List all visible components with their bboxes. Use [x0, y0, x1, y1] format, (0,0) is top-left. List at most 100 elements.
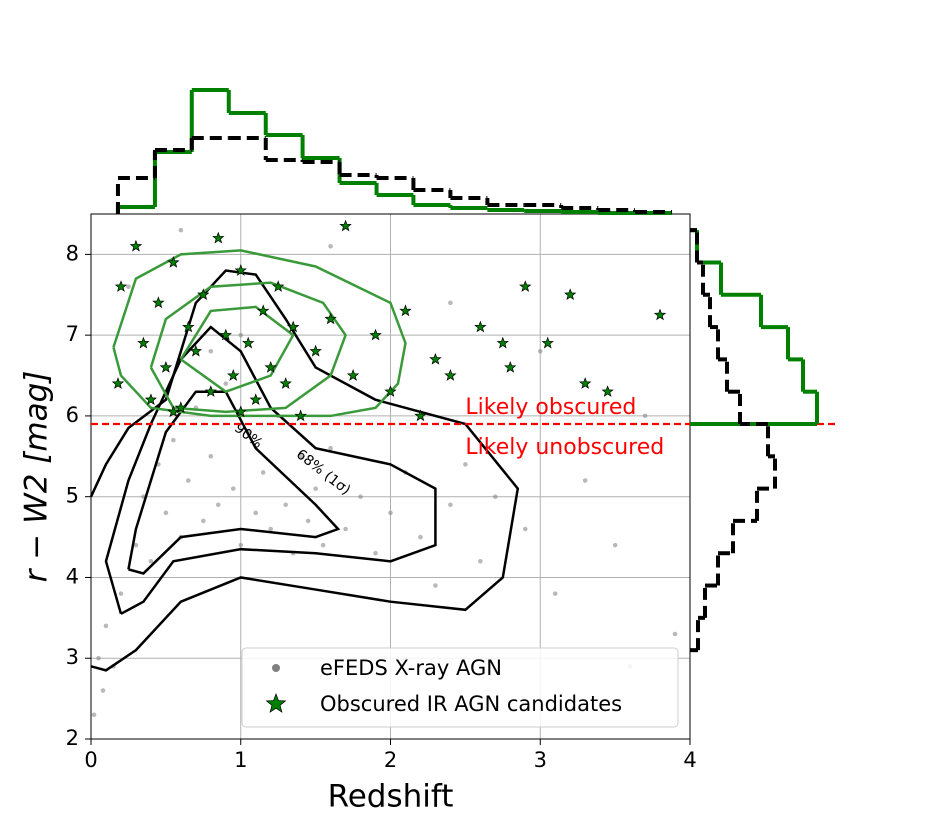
x-tick-label: 0: [84, 748, 97, 772]
scatter-point: [91, 712, 97, 718]
star-point: [369, 328, 382, 341]
scatter-point: [283, 502, 288, 508]
scatter-point: [448, 502, 453, 508]
y-tick-label: 2: [66, 726, 79, 750]
scatter-point: [215, 502, 221, 508]
star-point: [137, 336, 150, 349]
scatter-point: [522, 526, 528, 532]
legend-marker: [272, 664, 280, 672]
y-axis-label: r − W2 [mag]: [19, 371, 55, 583]
star-point: [309, 344, 322, 357]
star-point: [564, 288, 577, 300]
star-point: [504, 361, 517, 373]
star-point: [182, 320, 195, 333]
scatter-point: [186, 478, 191, 483]
scatter-point: [178, 227, 184, 233]
star-point: [257, 304, 270, 317]
scatter-point: [418, 534, 423, 540]
star-point: [444, 369, 457, 381]
legend-label: Obscured IR AGN candidates: [320, 692, 622, 716]
star-point: [152, 296, 165, 309]
y-tick-label: 5: [66, 484, 79, 508]
star-point: [414, 409, 427, 422]
scatter-point: [96, 655, 101, 661]
star-point: [279, 377, 292, 389]
scatter-point: [163, 510, 169, 516]
scatter-point: [320, 542, 326, 548]
plot-frame: [90, 213, 691, 740]
scatter-point: [388, 510, 393, 516]
scatter-point: [208, 454, 214, 459]
star-point: [541, 336, 554, 349]
scatter-point: [253, 510, 259, 516]
scatter-point: [100, 688, 106, 693]
scatter-point: [126, 284, 131, 289]
contour: [149, 281, 347, 414]
scatter-point: [672, 631, 678, 637]
star-point: [234, 405, 247, 418]
star-point: [219, 328, 232, 341]
star-point: [204, 385, 217, 397]
star-point: [197, 288, 210, 300]
scatter-point: [328, 445, 333, 451]
star-point: [249, 393, 262, 405]
star-point: [159, 361, 173, 373]
scatter-point: [268, 526, 274, 532]
scatter-point: [238, 542, 244, 548]
star-point: [294, 409, 307, 422]
y-tick-label: 8: [66, 241, 79, 265]
star-point: [189, 344, 203, 357]
y-tick-label: 4: [66, 564, 79, 588]
star-point: [174, 401, 188, 414]
star-point: [272, 280, 285, 292]
star-point: [264, 361, 277, 373]
scatter-point: [612, 542, 618, 548]
star-point: [653, 308, 667, 321]
y-tick-label: 6: [66, 403, 79, 427]
star-point: [286, 320, 300, 333]
y-tick-label: 7: [66, 322, 79, 346]
star-point: [474, 320, 487, 333]
x-tick-label: 2: [384, 748, 397, 772]
star-point: [519, 280, 532, 292]
scatter-point: [260, 470, 266, 475]
scatter-point: [343, 526, 348, 532]
x-tick-label: 3: [534, 748, 547, 772]
scatter-point: [642, 413, 648, 419]
scatter-point: [223, 381, 229, 386]
scatter-point: [448, 300, 453, 306]
scatter-point: [313, 486, 318, 491]
annotation: Likely unobscured: [465, 435, 664, 460]
scatter-point: [171, 437, 176, 443]
scatter-point: [373, 550, 378, 556]
star-point: [429, 352, 442, 365]
y-tick-label: 3: [66, 645, 79, 669]
contour: [179, 305, 295, 394]
scatter-point: [208, 349, 214, 354]
x-axis-label: Redshift: [328, 779, 454, 815]
legend-label: eFEDS X-ray AGN: [320, 656, 502, 680]
scatter-point: [305, 518, 311, 524]
scatter-point: [493, 494, 498, 499]
contour: [127, 390, 341, 575]
scatter-point: [238, 332, 244, 338]
scatter-point: [537, 349, 543, 354]
x-tick-label: 1: [234, 748, 247, 772]
star-point: [167, 256, 180, 268]
star-point: [578, 377, 592, 389]
scatter-point: [358, 494, 363, 499]
star-point: [242, 336, 255, 349]
scatter-point: [298, 454, 303, 459]
legend-marker: [265, 693, 287, 713]
annotation: Likely obscured: [465, 395, 636, 420]
scatter-point: [582, 478, 588, 483]
scatter-point: [230, 486, 236, 491]
star-point: [496, 336, 509, 349]
star-point: [234, 263, 247, 276]
scatter-point: [201, 518, 206, 524]
x-tick-label: 4: [683, 748, 696, 772]
star-point: [346, 368, 360, 381]
scatter-point: [148, 559, 154, 564]
star-point: [167, 405, 180, 418]
